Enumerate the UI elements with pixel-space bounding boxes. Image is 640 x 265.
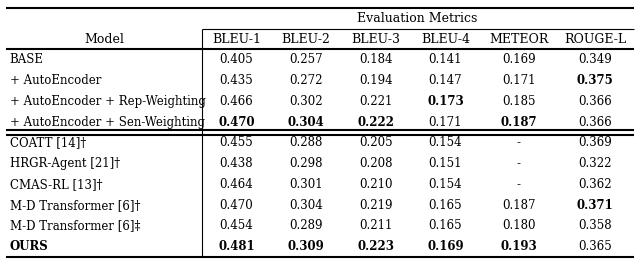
Text: 0.455: 0.455 — [220, 136, 253, 149]
Text: 0.366: 0.366 — [579, 116, 612, 129]
Text: 0.141: 0.141 — [429, 53, 462, 66]
Text: 0.154: 0.154 — [429, 136, 462, 149]
Text: 0.151: 0.151 — [429, 157, 462, 170]
Text: ROUGE-L: ROUGE-L — [564, 33, 627, 46]
Text: 0.288: 0.288 — [289, 136, 323, 149]
Text: 0.358: 0.358 — [579, 219, 612, 232]
Text: + AutoEncoder: + AutoEncoder — [10, 74, 101, 87]
Text: BLEU-2: BLEU-2 — [282, 33, 330, 46]
Text: 0.165: 0.165 — [429, 219, 462, 232]
Text: 0.365: 0.365 — [579, 240, 612, 253]
Text: 0.180: 0.180 — [502, 219, 536, 232]
Text: 0.223: 0.223 — [357, 240, 394, 253]
Text: 0.187: 0.187 — [502, 199, 536, 212]
Text: 0.298: 0.298 — [289, 157, 323, 170]
Text: + AutoEncoder + Rep-Weighting: + AutoEncoder + Rep-Weighting — [10, 95, 205, 108]
Text: 0.210: 0.210 — [359, 178, 392, 191]
Text: -: - — [516, 157, 520, 170]
Text: 0.375: 0.375 — [577, 74, 614, 87]
Text: 0.205: 0.205 — [359, 136, 392, 149]
Text: M-D Transformer [6]‡: M-D Transformer [6]‡ — [10, 219, 140, 232]
Text: 0.171: 0.171 — [429, 116, 462, 129]
Text: 0.173: 0.173 — [427, 95, 464, 108]
Text: 0.362: 0.362 — [579, 178, 612, 191]
Text: 0.304: 0.304 — [288, 116, 324, 129]
Text: 0.371: 0.371 — [577, 199, 614, 212]
Text: 0.369: 0.369 — [579, 136, 612, 149]
Text: 0.470: 0.470 — [220, 199, 253, 212]
Text: 0.169: 0.169 — [427, 240, 464, 253]
Text: 0.301: 0.301 — [289, 178, 323, 191]
Text: 0.184: 0.184 — [359, 53, 392, 66]
Text: 0.405: 0.405 — [220, 53, 253, 66]
Text: BLEU-4: BLEU-4 — [421, 33, 470, 46]
Text: 0.289: 0.289 — [289, 219, 323, 232]
Text: 0.194: 0.194 — [359, 74, 392, 87]
Text: 0.464: 0.464 — [220, 178, 253, 191]
Text: 0.222: 0.222 — [357, 116, 394, 129]
Text: 0.435: 0.435 — [220, 74, 253, 87]
Text: 0.171: 0.171 — [502, 74, 536, 87]
Text: 0.185: 0.185 — [502, 95, 536, 108]
Text: 0.193: 0.193 — [500, 240, 537, 253]
Text: METEOR: METEOR — [489, 33, 548, 46]
Text: 0.169: 0.169 — [502, 53, 536, 66]
Text: HRGR-Agent [21]†: HRGR-Agent [21]† — [10, 157, 120, 170]
Text: -: - — [516, 136, 520, 149]
Text: 0.304: 0.304 — [289, 199, 323, 212]
Text: BLEU-3: BLEU-3 — [351, 33, 400, 46]
Text: Evaluation Metrics: Evaluation Metrics — [357, 12, 477, 25]
Text: 0.302: 0.302 — [289, 95, 323, 108]
Text: 0.438: 0.438 — [220, 157, 253, 170]
Text: COATT [14]†: COATT [14]† — [10, 136, 86, 149]
Text: 0.272: 0.272 — [289, 74, 323, 87]
Text: CMAS-RL [13]†: CMAS-RL [13]† — [10, 178, 102, 191]
Text: 0.165: 0.165 — [429, 199, 462, 212]
Text: 0.221: 0.221 — [359, 95, 392, 108]
Text: BLEU-1: BLEU-1 — [212, 33, 261, 46]
Text: 0.470: 0.470 — [218, 116, 255, 129]
Text: 0.257: 0.257 — [289, 53, 323, 66]
Text: 0.309: 0.309 — [288, 240, 324, 253]
Text: BASE: BASE — [10, 53, 44, 66]
Text: OURS: OURS — [10, 240, 49, 253]
Text: Model: Model — [84, 33, 124, 46]
Text: 0.322: 0.322 — [579, 157, 612, 170]
Text: 0.211: 0.211 — [359, 219, 392, 232]
Text: -: - — [516, 178, 520, 191]
Text: 0.366: 0.366 — [579, 95, 612, 108]
Text: 0.154: 0.154 — [429, 178, 462, 191]
Text: M-D Transformer [6]†: M-D Transformer [6]† — [10, 199, 140, 212]
Text: 0.454: 0.454 — [220, 219, 253, 232]
Text: 0.187: 0.187 — [500, 116, 537, 129]
Text: + AutoEncoder + Sen-Weighting: + AutoEncoder + Sen-Weighting — [10, 116, 205, 129]
Text: 0.466: 0.466 — [220, 95, 253, 108]
Text: 0.481: 0.481 — [218, 240, 255, 253]
Text: 0.219: 0.219 — [359, 199, 392, 212]
Text: 0.208: 0.208 — [359, 157, 392, 170]
Text: 0.349: 0.349 — [579, 53, 612, 66]
Text: 0.147: 0.147 — [429, 74, 462, 87]
